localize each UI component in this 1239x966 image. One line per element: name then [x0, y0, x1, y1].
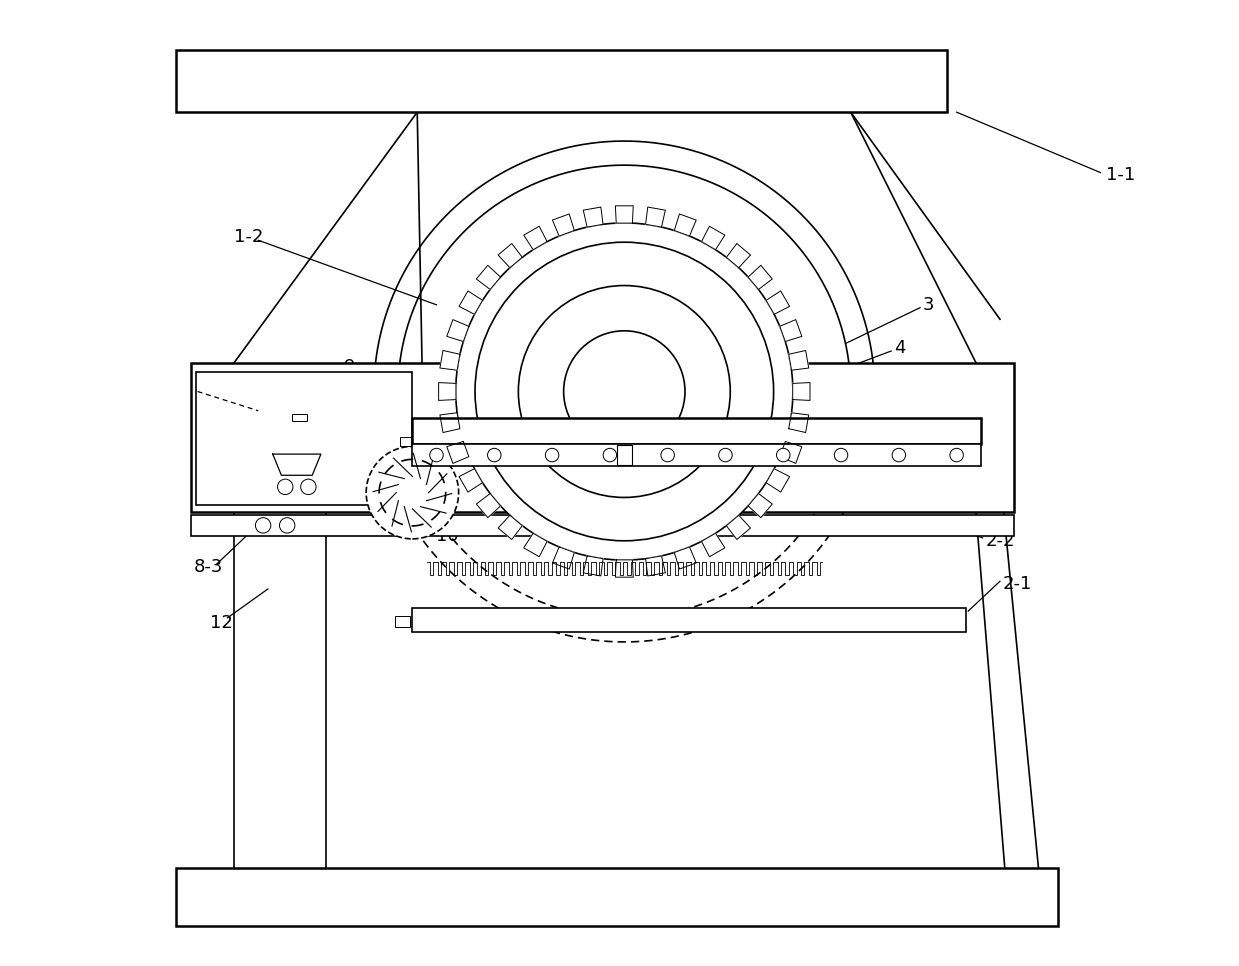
Text: 8-3: 8-3: [193, 557, 223, 576]
Polygon shape: [524, 533, 548, 556]
Polygon shape: [616, 560, 633, 577]
Text: 5: 5: [865, 383, 877, 401]
Polygon shape: [674, 547, 696, 569]
Polygon shape: [498, 243, 523, 268]
Circle shape: [950, 448, 964, 462]
Circle shape: [564, 330, 685, 452]
Polygon shape: [748, 494, 772, 518]
Bar: [191, 362, 1015, 512]
Bar: [413, 417, 981, 444]
Circle shape: [430, 448, 444, 462]
Polygon shape: [439, 383, 456, 401]
Polygon shape: [646, 555, 665, 576]
Circle shape: [545, 448, 559, 462]
Polygon shape: [674, 213, 696, 236]
Circle shape: [777, 448, 790, 462]
Bar: [196, 372, 413, 505]
Polygon shape: [447, 441, 468, 464]
Text: 8-2: 8-2: [964, 455, 994, 472]
Bar: [292, 413, 307, 421]
Circle shape: [255, 518, 271, 533]
Bar: [176, 49, 947, 112]
Text: 9: 9: [344, 358, 356, 377]
Polygon shape: [748, 266, 772, 290]
Text: 1-1: 1-1: [1106, 166, 1135, 184]
Polygon shape: [779, 320, 802, 342]
Bar: [413, 609, 966, 633]
Circle shape: [367, 446, 458, 539]
Circle shape: [719, 448, 732, 462]
Circle shape: [834, 448, 847, 462]
Polygon shape: [476, 266, 501, 290]
Bar: [191, 515, 1015, 536]
Polygon shape: [447, 320, 468, 342]
Bar: [413, 444, 981, 466]
Polygon shape: [789, 351, 809, 370]
Text: 11: 11: [285, 368, 309, 386]
Polygon shape: [273, 454, 321, 475]
Polygon shape: [524, 226, 548, 250]
Circle shape: [892, 448, 906, 462]
Text: 10: 10: [436, 527, 460, 545]
Polygon shape: [584, 207, 603, 227]
Circle shape: [301, 479, 316, 495]
Text: 3: 3: [923, 296, 934, 314]
Circle shape: [278, 479, 292, 495]
Circle shape: [456, 223, 793, 560]
Polygon shape: [440, 351, 460, 370]
Polygon shape: [701, 226, 725, 250]
Text: 4: 4: [895, 339, 906, 357]
Circle shape: [518, 286, 730, 497]
Polygon shape: [498, 515, 523, 539]
Polygon shape: [458, 291, 482, 314]
Bar: [395, 616, 410, 628]
Text: 7: 7: [686, 494, 699, 511]
Text: 8-1: 8-1: [947, 412, 976, 430]
Polygon shape: [726, 515, 751, 539]
Bar: [617, 445, 632, 465]
Polygon shape: [766, 469, 789, 492]
Circle shape: [280, 518, 295, 533]
Polygon shape: [584, 555, 603, 576]
Polygon shape: [646, 207, 665, 227]
Text: 2-2: 2-2: [985, 532, 1015, 550]
Polygon shape: [779, 441, 802, 464]
Polygon shape: [553, 547, 575, 569]
Circle shape: [487, 448, 501, 462]
Text: 12: 12: [211, 613, 233, 632]
Text: 1-2: 1-2: [234, 228, 264, 246]
Polygon shape: [553, 213, 575, 236]
Polygon shape: [793, 383, 810, 401]
Polygon shape: [440, 412, 460, 433]
Polygon shape: [476, 494, 501, 518]
Text: 6-3: 6-3: [191, 378, 221, 396]
Text: 6-2: 6-2: [223, 407, 252, 425]
Polygon shape: [701, 533, 725, 556]
Circle shape: [660, 448, 674, 462]
Polygon shape: [458, 469, 482, 492]
Bar: [176, 868, 1058, 926]
Text: 2-1: 2-1: [1002, 575, 1032, 593]
Polygon shape: [616, 206, 633, 223]
Polygon shape: [726, 243, 751, 268]
Circle shape: [475, 242, 773, 541]
Circle shape: [603, 448, 617, 462]
Bar: [400, 437, 411, 446]
Polygon shape: [789, 412, 809, 433]
Polygon shape: [766, 291, 789, 314]
Text: 6-1: 6-1: [841, 426, 870, 443]
